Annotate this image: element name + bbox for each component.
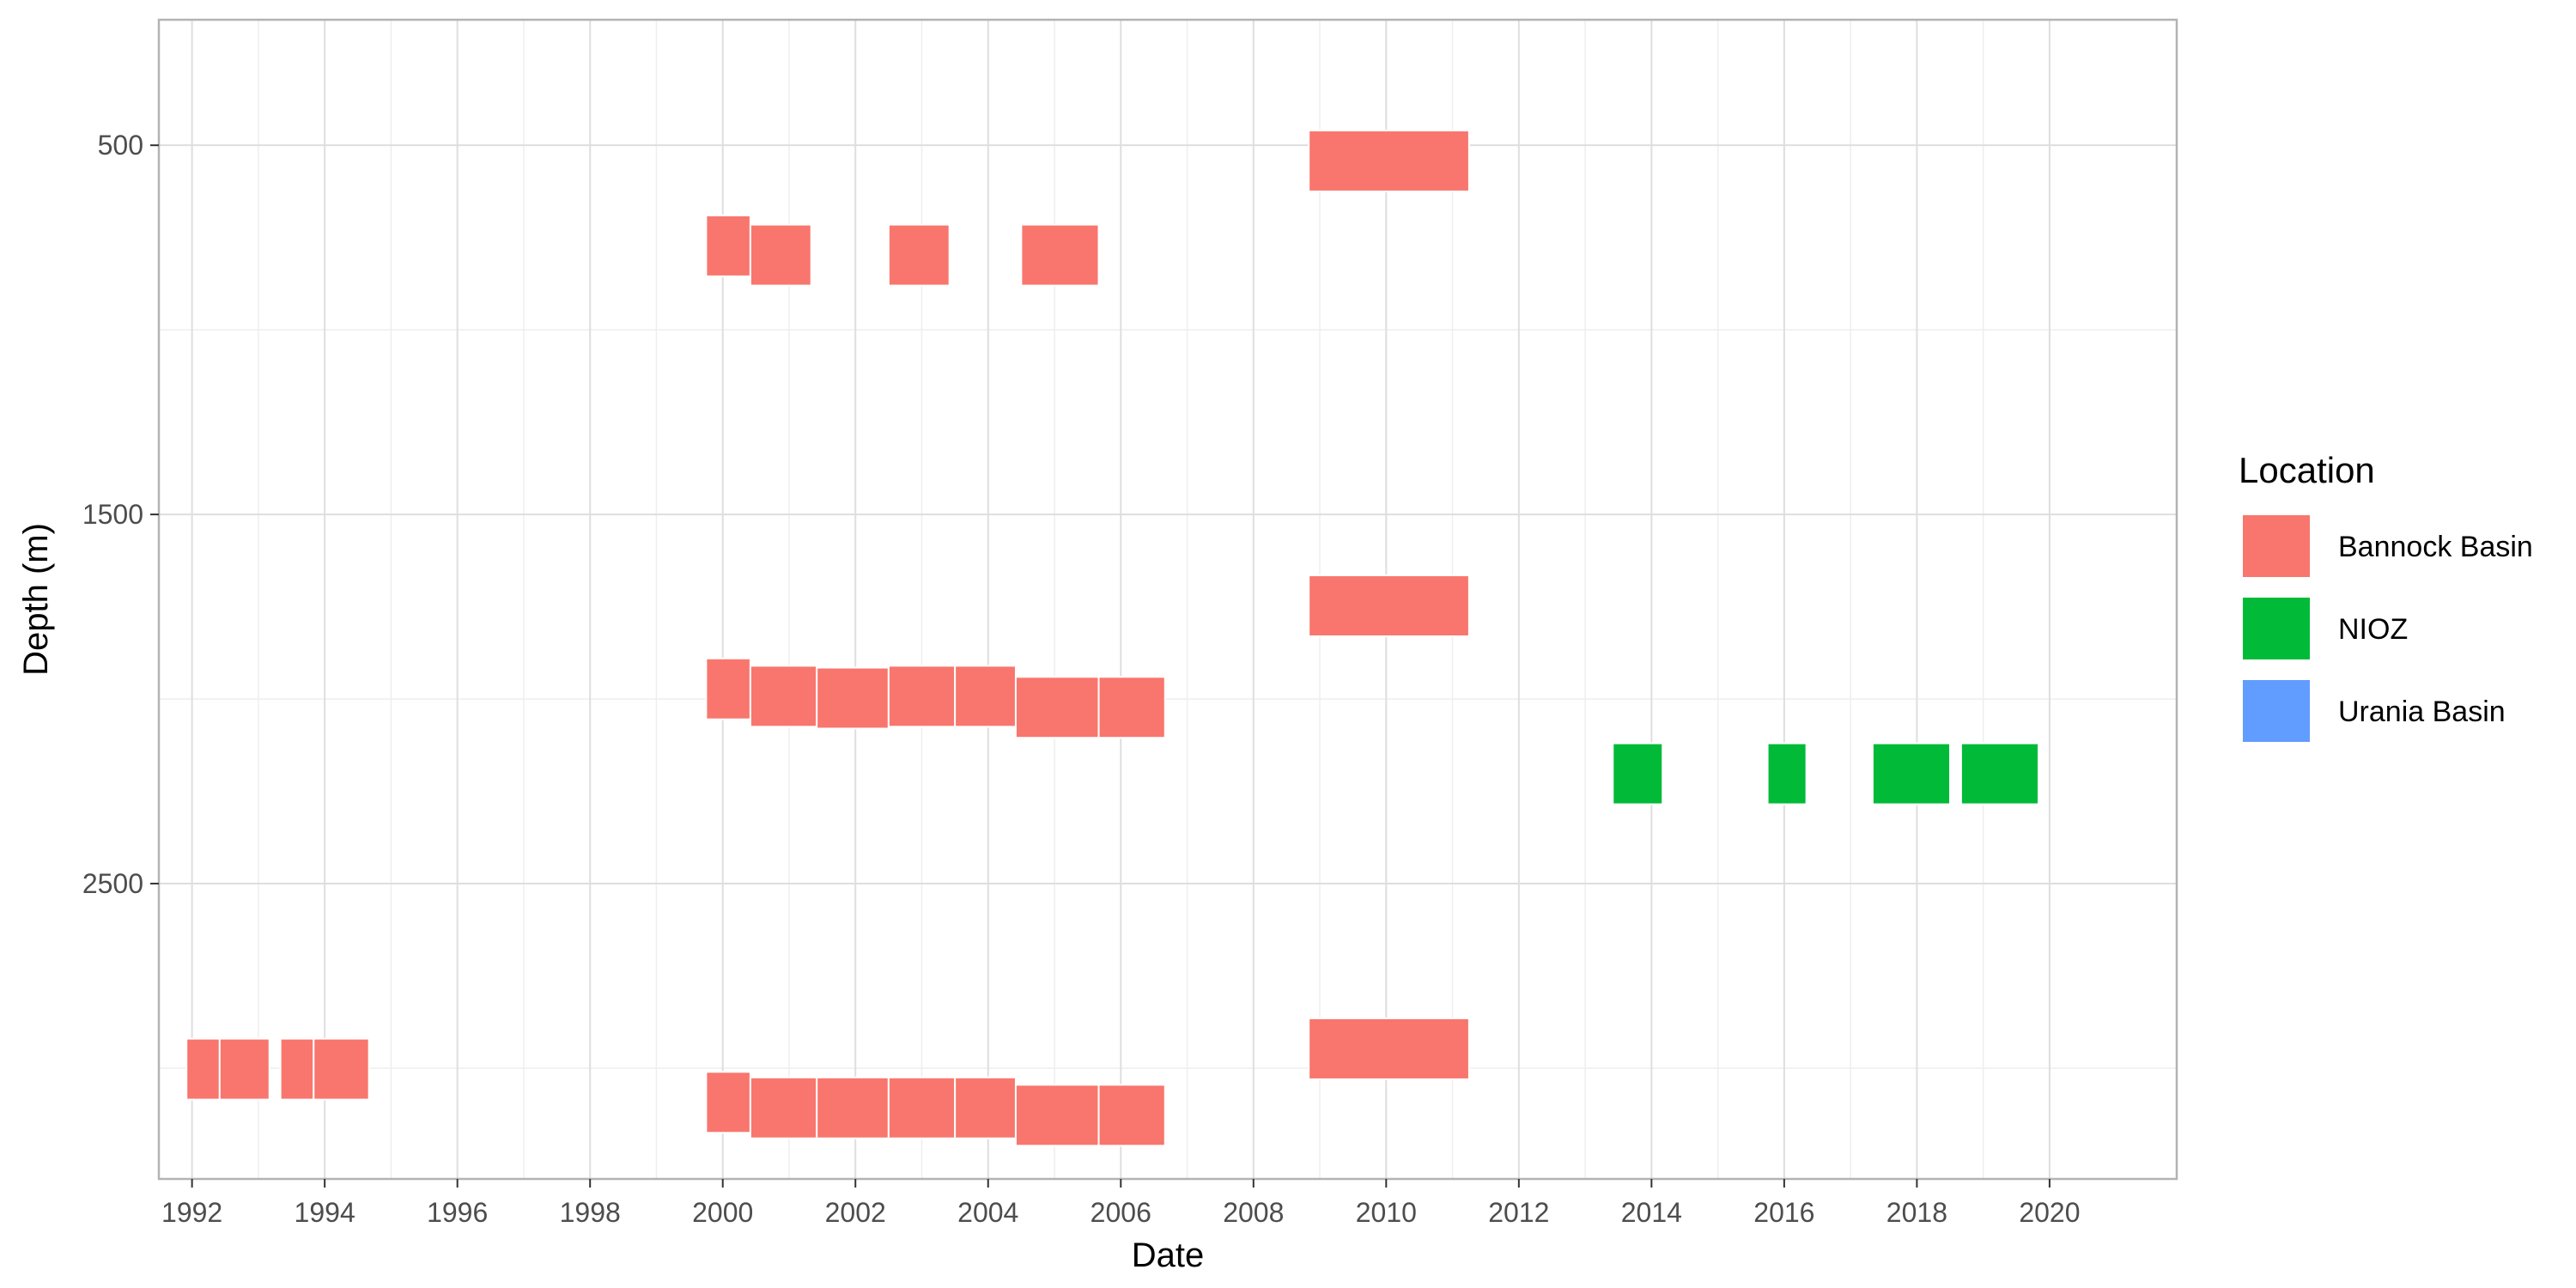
legend-swatch-nioz: [2243, 598, 2310, 659]
y-axis-title: Depth (m): [17, 523, 55, 676]
x-tick-label: 2008: [1223, 1197, 1284, 1228]
tile-bannock-basin: [705, 1071, 751, 1134]
legend-swatch-urania-basin: [2243, 680, 2310, 742]
x-tick-label: 2000: [692, 1197, 753, 1228]
x-tick-label: 2018: [1886, 1197, 1947, 1228]
tile-bannock-basin: [1308, 574, 1470, 637]
tile-bannock-basin: [279, 1037, 315, 1101]
tile-bannock-basin: [749, 223, 812, 287]
tile-bannock-basin: [185, 1037, 221, 1101]
y-tick-label: 500: [98, 130, 143, 161]
tile-nioz: [1766, 742, 1807, 805]
tile-bannock-basin: [954, 665, 1017, 728]
x-tick-label: 1994: [295, 1197, 355, 1228]
x-tick-label: 1998: [560, 1197, 621, 1228]
tile-bannock-basin: [749, 1076, 818, 1139]
tile-bannock-basin: [816, 666, 890, 730]
gridlines-minor: [159, 20, 2177, 1179]
tile-bannock-basin: [1308, 129, 1470, 192]
data-tiles: [185, 129, 2040, 1147]
legend-label-bannock-basin: Bannock Basin: [2338, 531, 2533, 563]
tile-bannock-basin: [1097, 1084, 1166, 1147]
tile-bannock-basin: [313, 1037, 370, 1101]
y-tick-label: 2500: [82, 868, 143, 899]
tile-bannock-basin: [749, 665, 818, 728]
tile-bannock-basin: [816, 1076, 890, 1139]
x-tick-label: 2004: [957, 1197, 1018, 1228]
gridlines-major: [159, 20, 2177, 1179]
x-tick-label: 2012: [1488, 1197, 1549, 1228]
legend-swatch-bannock-basin: [2243, 515, 2310, 577]
legend-label-urania-basin: Urania Basin: [2338, 696, 2506, 728]
tile-bannock-basin: [705, 657, 751, 720]
x-axis-ticks: 1992 1994 1996 1998 2000 2002 2004 2006 2008 2010…: [161, 1179, 2081, 1228]
y-tick-label: 1500: [82, 499, 143, 530]
x-tick-label: 2006: [1091, 1197, 1151, 1228]
x-tick-label: 2010: [1356, 1197, 1417, 1228]
x-tick-label: 2016: [1753, 1197, 1814, 1228]
x-tick-label: 2020: [2019, 1197, 2080, 1228]
tile-bannock-basin: [218, 1037, 270, 1101]
tile-bannock-basin: [954, 1076, 1017, 1139]
legend-title: Location: [2239, 450, 2375, 490]
tile-nioz: [1612, 742, 1664, 805]
tile-nioz: [1959, 742, 2040, 805]
tile-nioz: [1871, 742, 1952, 805]
legend-items: Bannock Basin NIOZ Urania Basin: [2243, 515, 2533, 742]
tile-bannock-basin: [1014, 676, 1100, 739]
x-tick-label: 2014: [1621, 1197, 1682, 1228]
x-axis-title: Date: [1132, 1236, 1205, 1274]
tile-bannock-basin: [1097, 676, 1166, 739]
x-tick-label: 1996: [427, 1197, 488, 1228]
legend-label-nioz: NIOZ: [2338, 613, 2408, 646]
legend: Location Bannock Basin NIOZ Urania Basin: [2239, 450, 2533, 742]
x-tick-label: 1992: [161, 1197, 222, 1228]
tile-bannock-basin: [887, 665, 957, 728]
y-axis-ticks: 500 1500 2500: [82, 130, 159, 899]
tile-bannock-basin: [1308, 1017, 1470, 1080]
tile-bannock-basin: [705, 214, 751, 277]
panel-border: [157, 18, 2178, 1181]
tile-bannock-basin: [887, 223, 951, 287]
tile-bannock-basin: [887, 1076, 957, 1139]
tile-bannock-basin: [1020, 223, 1100, 287]
tile-bannock-basin: [1014, 1084, 1100, 1147]
x-tick-label: 2002: [825, 1197, 886, 1228]
